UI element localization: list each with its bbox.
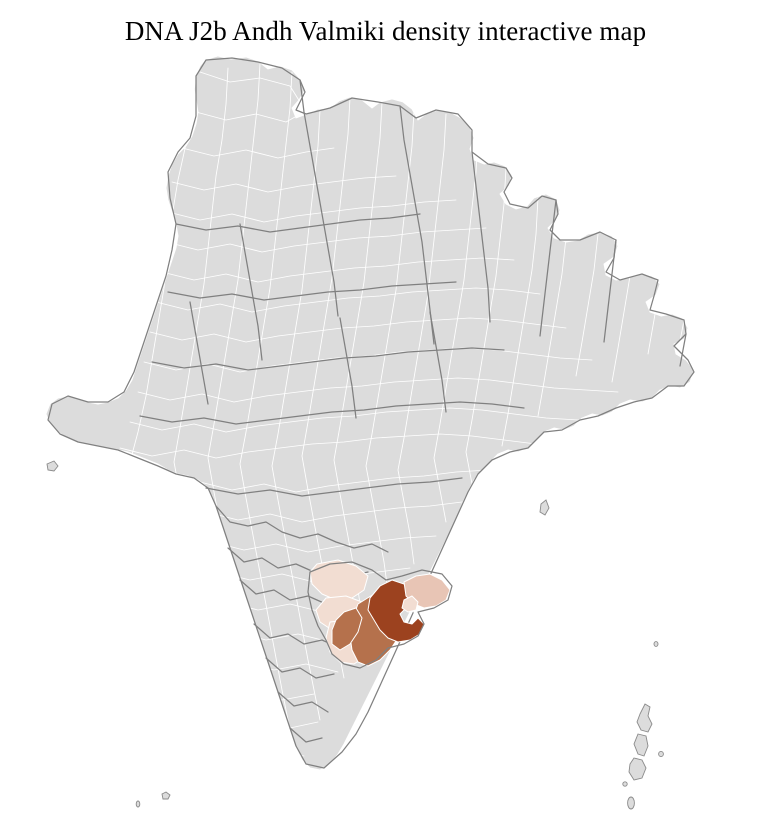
south-andaman[interactable] — [628, 757, 647, 781]
middle-andaman[interactable] — [633, 733, 649, 757]
diu-speck — [46, 460, 59, 472]
india-map-svg[interactable] — [0, 52, 771, 815]
island-speck-1 — [653, 641, 659, 647]
coastal-specks — [46, 460, 550, 516]
state-outline-overlay — [307, 561, 453, 669]
little-andaman[interactable] — [627, 796, 635, 810]
puducherry-speck — [539, 499, 550, 516]
north-andaman[interactable] — [636, 703, 653, 733]
district-pale-tip[interactable] — [401, 595, 419, 613]
andaman-nicobar-islands[interactable] — [622, 641, 664, 815]
district-medium-coast[interactable] — [331, 607, 363, 651]
island-speck-3 — [622, 781, 628, 787]
island-speck-2 — [658, 750, 664, 758]
interactive-map-canvas[interactable] — [0, 52, 771, 815]
lakshadweep-speck-2 — [135, 800, 141, 808]
page-title: DNA J2b Andh Valmiki density interactive… — [124, 16, 647, 46]
lakshadweep-speck-1 — [161, 791, 171, 800]
state-boundaries — [47, 57, 695, 769]
lakshadweep-islands[interactable] — [135, 791, 171, 808]
district-boundaries — [119, 63, 685, 757]
